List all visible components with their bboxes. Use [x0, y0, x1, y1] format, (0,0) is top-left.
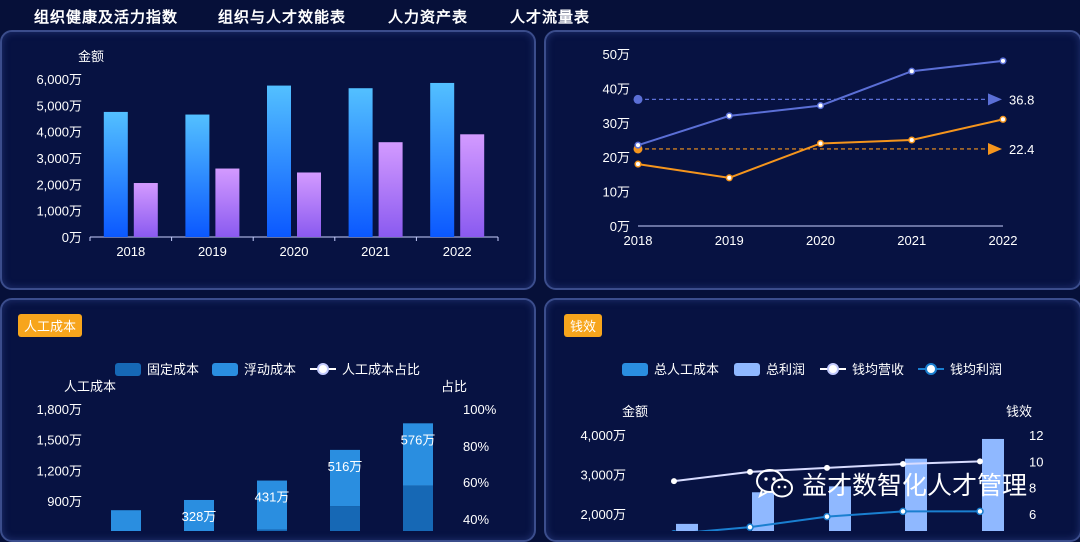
legend-swatch-total-labor	[622, 363, 648, 376]
legend-profit-per-cost: 钱均利润	[950, 362, 1002, 377]
wechat-icon	[756, 468, 794, 500]
legend-swatch-total-profit	[734, 363, 760, 376]
money-efficiency-chart: 总人工成本 总利润 钱均营收 钱均利润 金额 钱效 2,000万 3,000万 4,…	[0, 0, 1080, 531]
money-y-right-tick: 8	[1029, 481, 1036, 496]
legend-swatch-revenue-per-cost	[828, 364, 838, 374]
money-y-right-tick: 10	[1029, 454, 1043, 469]
legend-total-labor: 总人工成本	[654, 362, 719, 377]
money-profit-point	[824, 514, 830, 520]
money-efficiency-legend: 总人工成本 总利润 钱均营收 钱均利润	[622, 362, 1002, 377]
money-profit-point	[977, 508, 983, 514]
legend-total-profit: 总利润	[766, 362, 805, 377]
money-y-right-tick: 12	[1029, 428, 1043, 443]
money-y-left-tick: 3,000万	[580, 468, 626, 483]
legend-swatch-profit-per-cost	[926, 364, 936, 374]
money-y-right-label: 钱效	[1006, 404, 1032, 419]
money-revenue-point	[747, 469, 753, 475]
money-y-left-tick: 4,000万	[580, 428, 626, 443]
watermark: 益才数智化人才管理	[756, 464, 1027, 504]
money-y-left-label: 金额	[622, 404, 648, 419]
money-y-right-tick: 6	[1029, 507, 1036, 522]
money-total-profit-bar	[676, 524, 698, 531]
money-profit-point	[900, 508, 906, 514]
money-y-left-tick: 2,000万	[580, 507, 626, 522]
watermark-text: 益才数智化人才管理	[802, 466, 1027, 502]
money-revenue-point	[671, 478, 677, 484]
money-profit-point	[747, 524, 753, 530]
legend-revenue-per-cost: 钱均营收	[852, 362, 904, 377]
